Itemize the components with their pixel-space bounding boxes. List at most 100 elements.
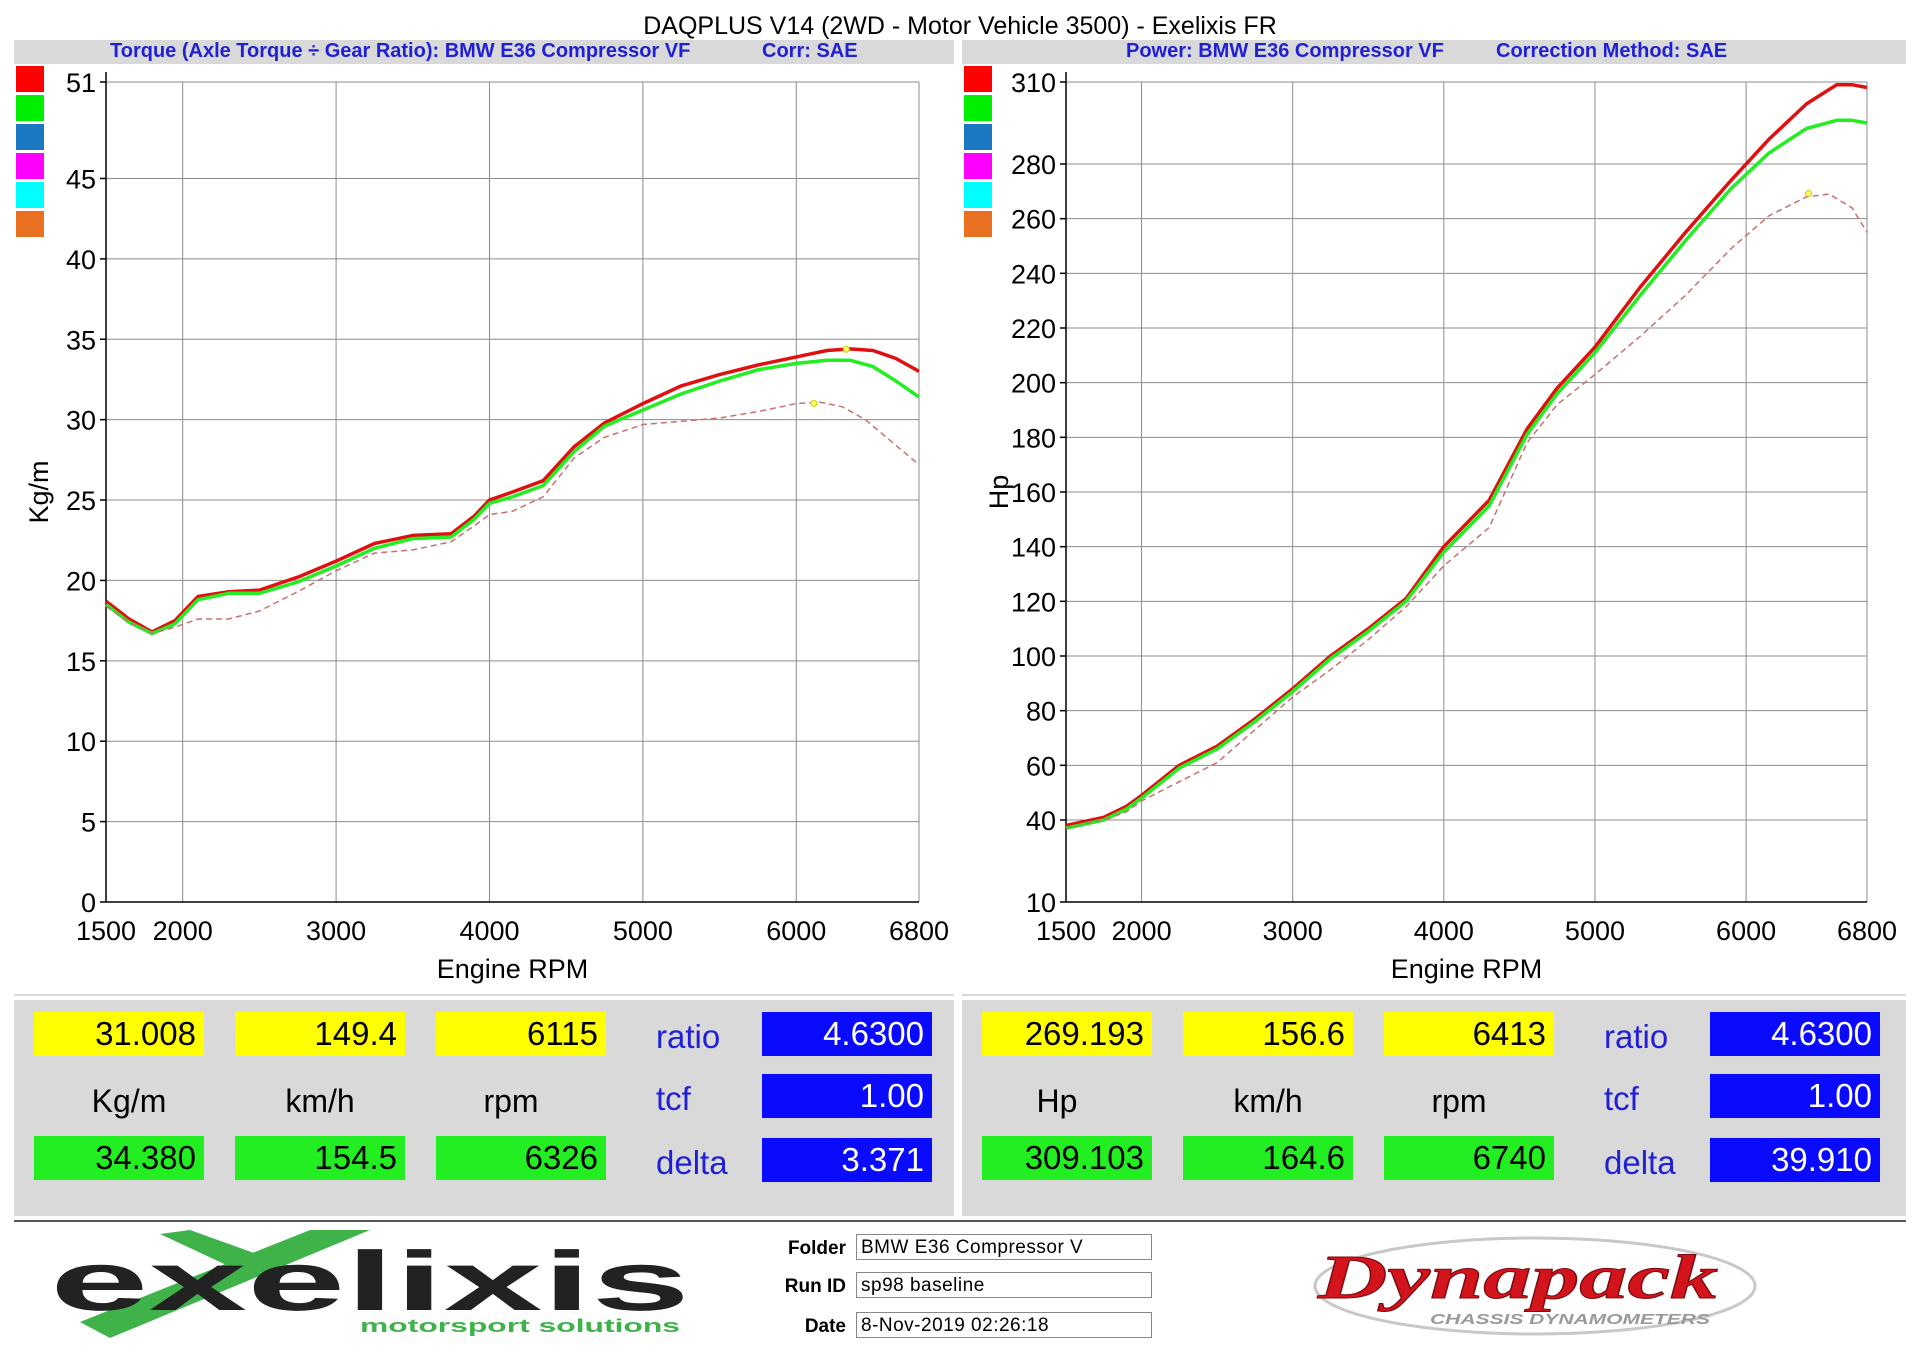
dynapack-logo: Dynapack CHASSIS DYNAMOMETERS	[1313, 1236, 1757, 1336]
y-tick-label: 160	[1011, 478, 1056, 508]
x-tick-label: 3000	[1263, 916, 1323, 946]
x-tick-label: 4000	[1414, 916, 1474, 946]
x-axis-label: Engine RPM	[1391, 954, 1543, 984]
x-tick-label: 1500	[76, 916, 136, 946]
power-delta-value: 39.910	[1710, 1138, 1880, 1182]
power-subtitle: Power: BMW E36 Compressor VF	[1126, 40, 1444, 62]
power-chart: 1500 2000 3000 4000 5000 6000 6800 10 40 60 80 100 1…	[984, 68, 1897, 984]
folder-label: Folder	[787, 1238, 846, 1259]
series-line-red	[104, 347, 920, 634]
cursor-marker	[842, 345, 850, 353]
y-tick-label: 35	[66, 325, 96, 355]
legend-swatch	[16, 153, 44, 179]
power-ratio-value: 4.6300	[1710, 1012, 1880, 1056]
y-tick-label: 20	[66, 566, 96, 596]
y-tick-label: 310	[1011, 68, 1056, 98]
torque-ratio-value: 4.6300	[762, 1012, 932, 1056]
torque-subtitle: Torque (Axle Torque ÷ Gear Ratio): BMW E…	[110, 40, 691, 62]
power-speed-unit-label: km/h	[1233, 1083, 1303, 1119]
date-label: Date	[804, 1316, 846, 1337]
torque-value-box: 31.008	[34, 1012, 204, 1056]
torque-rpm-box: 6115	[436, 1012, 606, 1056]
legend-swatch	[964, 182, 992, 208]
y-tick-label: 200	[1011, 369, 1056, 399]
legend-swatch	[16, 124, 44, 150]
cursor-marker	[810, 399, 818, 407]
torque-ratio-label: ratio	[656, 1018, 721, 1055]
legend-swatch	[964, 95, 992, 121]
x-tick-label: 5000	[1565, 916, 1625, 946]
x-tick-label: 6800	[1837, 916, 1897, 946]
y-axis-label: Kg/m	[24, 460, 54, 523]
y-tick-label: 45	[66, 164, 96, 194]
series-line-dashed	[105, 401, 920, 635]
date-field: 8-Nov-2019 02:26:18	[856, 1312, 1152, 1338]
x-tick-label: 6000	[1716, 916, 1776, 946]
power-value-box: 269.193	[982, 1012, 1152, 1056]
y-tick-label: 15	[66, 647, 96, 677]
y-tick-label: 240	[1011, 259, 1056, 289]
torque-plot-area: 1500 2000 3000 4000 5000 6000 6800 0 5 10 15 20 25 30…	[14, 64, 954, 994]
legend-swatch	[16, 182, 44, 208]
y-axis-label: Hp	[984, 475, 1014, 510]
power-tcf-label: tcf	[1604, 1080, 1639, 1117]
x-axis-label: Engine RPM	[437, 954, 589, 984]
x-tick-label: 1500	[1036, 916, 1096, 946]
folder-field: BMW E36 Compressor V	[856, 1234, 1152, 1260]
torque-delta-label: delta	[656, 1144, 728, 1181]
legend-swatch	[964, 153, 992, 179]
power-delta-label: delta	[1604, 1144, 1676, 1181]
power-max-rpm-box: 6740	[1384, 1136, 1554, 1180]
y-tick-label: 100	[1011, 642, 1056, 672]
exelixis-logo-swoosh-2	[160, 1230, 290, 1276]
dynapack-logo-text: Dynapack	[1316, 1244, 1718, 1312]
power-correction: Correction Method: SAE	[1496, 40, 1728, 62]
y-tick-label: 80	[1026, 697, 1056, 727]
exelixis-logo: exelixis motorsport solutions	[50, 1230, 690, 1338]
power-speed-box: 156.6	[1183, 1012, 1353, 1056]
torque-max-value-box: 34.380	[34, 1136, 204, 1180]
exelixis-logo-text: exelixis	[50, 1234, 690, 1328]
dynapack-logo-swoosh	[1313, 1236, 1757, 1336]
y-tick-label: 120	[1011, 587, 1056, 617]
torque-speed-unit-label: km/h	[285, 1083, 355, 1119]
torque-max-speed-box: 154.5	[235, 1136, 405, 1180]
power-tcf-value: 1.00	[1710, 1074, 1880, 1118]
series-line-green	[1065, 118, 1868, 830]
y-tick-label: 260	[1011, 205, 1056, 235]
torque-delta-value: 3.371	[762, 1138, 932, 1182]
cursor-marker	[1805, 190, 1813, 198]
torque-unit-label: Kg/m	[91, 1083, 167, 1119]
y-tick-label: 140	[1011, 533, 1056, 563]
power-ratio-label: ratio	[1604, 1018, 1669, 1055]
legend-swatch	[964, 124, 992, 150]
power-rpm-unit-label: rpm	[1431, 1083, 1487, 1119]
y-tick-label: 40	[66, 245, 96, 275]
power-max-speed-box: 164.6	[1183, 1136, 1353, 1180]
y-tick-label: 10	[1026, 888, 1056, 918]
power-max-value-box: 309.103	[982, 1136, 1152, 1180]
x-tick-label: 6800	[889, 916, 949, 946]
run-id-field: sp98 baseline	[856, 1272, 1152, 1298]
x-tick-label: 6000	[766, 916, 826, 946]
torque-correction: Corr: SAE	[762, 40, 858, 62]
y-tick-label: 10	[66, 727, 96, 757]
y-tick-label: 0	[81, 888, 96, 918]
x-tick-label: 2000	[153, 916, 213, 946]
series-line-green	[104, 358, 920, 636]
series-line-dashed	[1065, 193, 1868, 829]
torque-speed-box: 149.4	[235, 1012, 405, 1056]
legend-swatch	[964, 66, 992, 92]
y-tick-label: 220	[1011, 314, 1056, 344]
power-rpm-box: 6413	[1384, 1012, 1554, 1056]
page-title: DAQPLUS V14 (2WD - Motor Vehicle 3500) -…	[643, 12, 1277, 40]
series-line-red	[1065, 82, 1868, 828]
power-unit-label: Hp	[1036, 1083, 1078, 1119]
y-tick-label: 60	[1026, 751, 1056, 781]
y-tick-label: 280	[1011, 150, 1056, 180]
legend-swatch	[16, 66, 44, 92]
exelixis-logo-tagline: motorsport solutions	[360, 1316, 680, 1336]
x-tick-label: 5000	[613, 916, 673, 946]
y-tick-label: 51	[66, 68, 96, 98]
torque-chart: 1500 2000 3000 4000 5000 6000 6800 0 5 10 15 20 25 30…	[24, 68, 949, 984]
